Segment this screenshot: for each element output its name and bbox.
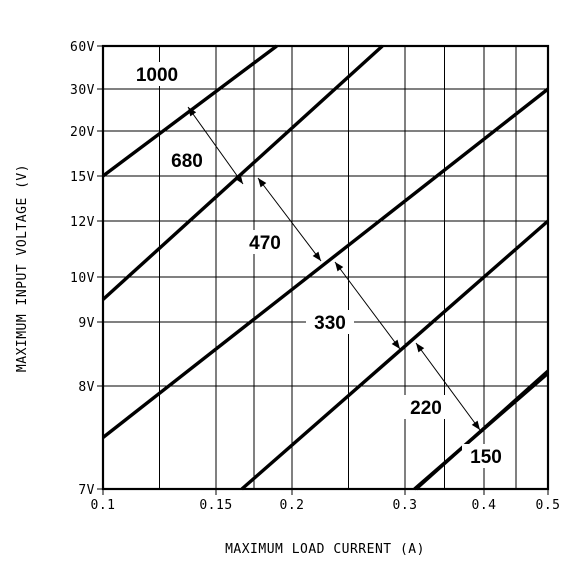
arrowhead <box>471 420 480 430</box>
x-tick-label: 0.15 <box>199 498 232 513</box>
y-tick-label: 20V <box>70 125 95 140</box>
label-150-bg <box>462 444 510 468</box>
label-220-bg <box>402 395 450 419</box>
series-line-680 <box>101 44 384 301</box>
series-lines <box>101 44 550 491</box>
label-330-bg <box>306 310 354 334</box>
grid <box>102 45 549 490</box>
y-tick-label: 60V <box>70 40 95 55</box>
y-tick-label: 30V <box>70 83 95 98</box>
label-470-bg <box>241 230 289 254</box>
label-680: 680 <box>171 151 203 172</box>
dimension-line <box>257 177 322 262</box>
y-tick-label: 8V <box>78 380 95 395</box>
dimension-line <box>334 261 401 350</box>
label-680-bg <box>163 148 211 172</box>
arrowhead <box>188 107 197 117</box>
y-axis-title: MAXIMUM INPUT VOLTAGE (V) <box>15 164 30 372</box>
label-150: 150 <box>470 447 502 468</box>
series-line-330 <box>240 219 550 491</box>
x-tick-label: 0.1 <box>91 498 116 513</box>
arrowhead <box>416 343 425 353</box>
x-axis-ticks: 0.1 0.15 0.2 0.3 0.4 0.5 <box>91 489 561 513</box>
dimension-line <box>187 106 244 185</box>
dimension-arrows <box>187 106 481 431</box>
series-line-470 <box>101 87 550 439</box>
y-tick-label: 10V <box>70 271 95 286</box>
arrowhead <box>335 262 344 272</box>
label-220: 220 <box>410 398 442 419</box>
x-tick-label: 0.4 <box>472 498 497 513</box>
series-line-150 <box>414 369 550 491</box>
arrowhead <box>258 178 267 188</box>
arrowhead <box>234 174 243 184</box>
series-value-labels: 1000 680 470 330 220 150 <box>128 62 510 468</box>
x-tick-label: 0.2 <box>280 498 305 513</box>
label-1000: 1000 <box>136 65 178 86</box>
plot-frame <box>101 44 550 491</box>
y-tick-label: 12V <box>70 215 95 230</box>
label-330: 330 <box>314 313 346 334</box>
x-tick-label: 0.5 <box>536 498 561 513</box>
label-470: 470 <box>249 233 281 254</box>
y-tick-label: 9V <box>78 316 95 331</box>
x-tick-label: 0.3 <box>393 498 418 513</box>
y-axis-ticks: 60V 30V 20V 15V 12V 10V 9V 8V 7V <box>70 40 103 498</box>
arrowhead <box>312 251 321 261</box>
y-tick-label: 15V <box>70 170 95 185</box>
dimension-line <box>415 342 481 431</box>
arrowhead <box>391 339 400 349</box>
x-axis-title: MAXIMUM LOAD CURRENT (A) <box>225 542 425 557</box>
y-tick-label: 7V <box>78 483 95 498</box>
label-1000-bg <box>128 62 186 86</box>
